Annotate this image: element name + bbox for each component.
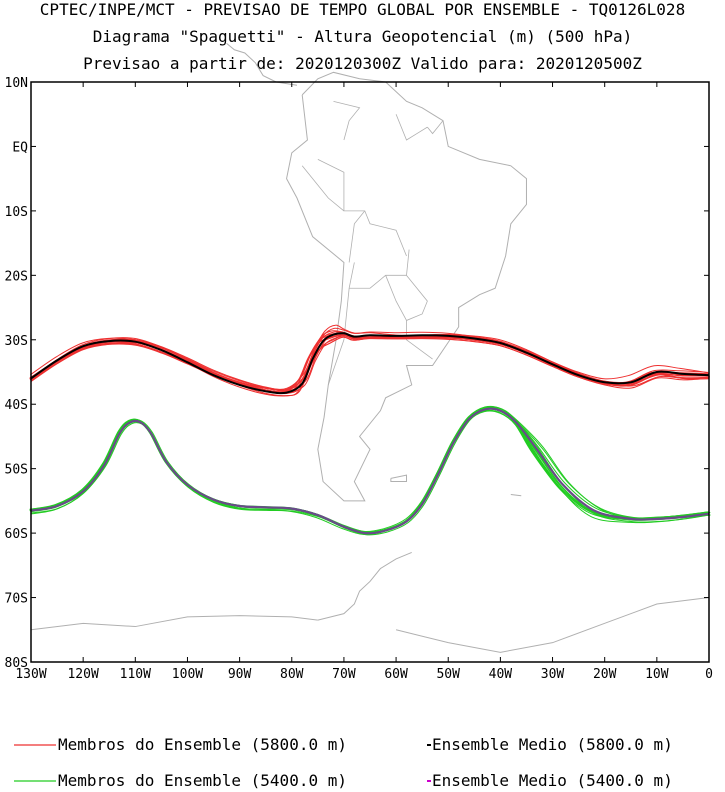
lon-label: 90W [228,667,252,682]
title-line-2: Diagrama "Spaguetti" - Altura Geopotenci… [92,27,633,46]
member-5800 [30,336,709,397]
country-border [317,158,407,257]
legend-label-mean-5800: Ensemble Medio (5800.0 m) [432,735,673,754]
lon-label: 50W [436,667,460,682]
plot-frame [30,81,710,663]
country-border [333,100,361,141]
lon-label: 60W [384,667,408,682]
coastlines [30,42,710,653]
lat-label: 10N [5,76,28,91]
lon-label: 100W [172,667,203,682]
lat-label: 30S [5,334,28,349]
lon-label: 70W [332,667,356,682]
country-border [327,262,355,386]
country-border [406,275,433,360]
latitude-labels: 10N EQ 10S 20S 30S 40S 50S 60S 70S 80S [5,76,29,671]
country-border [427,120,444,135]
lat-label: 40S [5,398,28,413]
mean-5800 [30,332,710,395]
lon-label: 120W [67,667,98,682]
ensemble-means [30,332,710,535]
lat-label: 50S [5,463,28,478]
lat-label: EQ [12,140,28,155]
legend-label-members-5400: Membros do Ensemble (5400.0 m) [58,771,347,790]
country-border [395,114,428,141]
country-border [301,165,345,212]
member-5400 [31,406,710,534]
lon-label: 80W [280,667,304,682]
legend-label-mean-5400: Ensemble Medio (5400.0 m) [432,771,673,790]
lon-label: 10W [645,667,669,682]
lat-label: 60S [5,527,28,542]
lat-label: 10S [5,205,28,220]
axis-ticks [30,81,710,663]
country-border [349,249,410,289]
coastline [30,615,318,631]
legend [14,744,431,782]
coastline [395,597,710,653]
ensemble-members [29,324,711,536]
lon-label: 0 [705,667,713,682]
country-border [385,275,407,321]
lon-label: 30W [541,667,565,682]
coastline [390,474,408,483]
member-5800 [29,333,708,393]
lon-label: 40W [489,667,513,682]
longitude-labels: 130W 120W 110W 100W 90W 80W 70W 60W 50W 40W 30W 20W… [15,667,713,682]
lon-label: 110W [120,667,151,682]
country-border [348,210,366,263]
coastline [510,493,522,497]
lat-label: 20S [5,269,28,284]
title-line-3: Previsao a partir de: 2020120300Z Valido… [83,54,642,73]
lon-label: 130W [15,667,46,682]
coastline [286,71,527,502]
lon-label: 20W [593,667,617,682]
lat-label: 80S [5,656,28,671]
title-line-1: CPTEC/INPE/MCT - PREVISAO DE TEMPO GLOBA… [39,0,686,19]
coastline [226,42,298,86]
member-5400 [32,406,711,533]
lat-label: 70S [5,592,28,607]
legend-label-members-5800: Membros do Ensemble (5800.0 m) [58,735,347,754]
mean-5400 [30,407,710,535]
coastline [317,551,412,621]
